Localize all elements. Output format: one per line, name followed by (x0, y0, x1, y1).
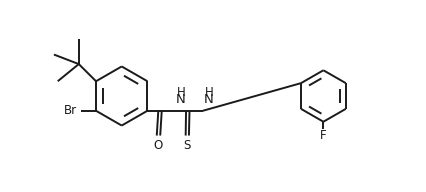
Text: Br: Br (63, 104, 77, 117)
Text: N: N (176, 93, 186, 106)
Text: S: S (183, 139, 190, 152)
Text: H: H (205, 86, 214, 99)
Text: O: O (153, 139, 163, 152)
Text: N: N (204, 93, 213, 106)
Text: H: H (177, 86, 186, 99)
Text: F: F (320, 129, 327, 142)
